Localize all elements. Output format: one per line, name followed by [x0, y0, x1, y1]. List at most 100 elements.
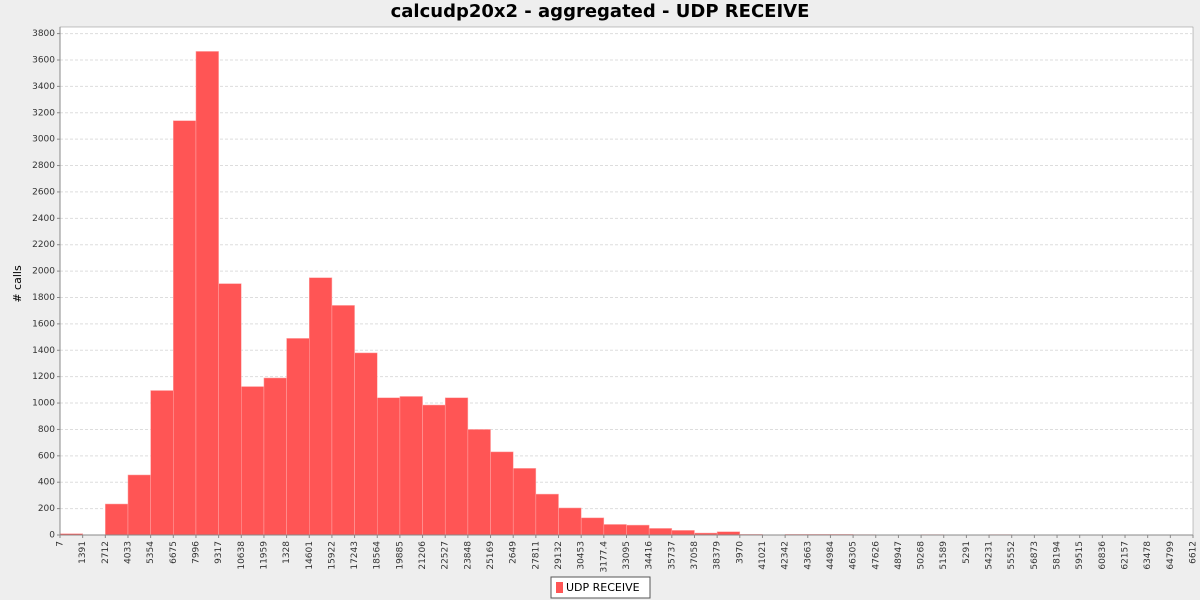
x-tick-label: 6612	[1189, 541, 1199, 564]
x-tick-label: 58194	[1053, 541, 1063, 570]
bar	[490, 451, 514, 536]
y-axis-label: # calls	[11, 265, 24, 303]
x-tick-label: 34416	[645, 541, 655, 570]
y-tick-label: 1600	[32, 319, 55, 329]
bar	[580, 517, 605, 536]
bar	[467, 429, 491, 536]
x-tick-label: 23848	[463, 541, 473, 570]
bar	[173, 120, 197, 536]
x-tick-label: 56873	[1030, 541, 1040, 570]
x-tick-label: 4033	[123, 541, 133, 564]
x-tick-label: 29132	[554, 541, 564, 570]
x-tick-label: 46305	[849, 541, 859, 570]
x-tick-label: 11959	[259, 541, 269, 570]
bar	[558, 507, 582, 536]
bar	[535, 493, 559, 536]
bar	[444, 397, 469, 536]
x-tick-label: 18564	[373, 541, 383, 570]
x-tick-label: 30453	[577, 541, 587, 570]
x-tick-label: 51589	[939, 541, 949, 570]
x-tick-label: 19885	[395, 541, 405, 570]
x-tick-label: 33095	[622, 541, 632, 570]
x-tick-label: 2712	[101, 541, 111, 564]
bar	[195, 51, 219, 536]
y-tick-label: 3800	[32, 29, 55, 39]
x-tick-label: 7	[56, 541, 66, 547]
x-tick-label: 2649	[509, 541, 519, 564]
x-tick-label: 37058	[690, 541, 700, 570]
x-tick-label: 48947	[894, 541, 904, 570]
y-tick-label: 600	[38, 451, 55, 461]
bar	[263, 377, 287, 536]
bar	[399, 396, 423, 536]
y-tick-label: 800	[38, 425, 55, 435]
y-tick-label: 2400	[32, 214, 55, 224]
y-tick-label: 3400	[32, 82, 55, 92]
bar	[331, 305, 355, 536]
x-tick-label: 17243	[350, 541, 360, 570]
y-tick-label: 1200	[32, 372, 55, 382]
y-tick-label: 2000	[32, 267, 55, 277]
bar	[376, 397, 401, 536]
x-tick-label: 41021	[758, 541, 768, 570]
legend-swatch	[556, 582, 563, 593]
y-tick-label: 2200	[32, 240, 55, 250]
y-tick-label: 1800	[32, 293, 55, 303]
x-tick-label: 10638	[237, 541, 247, 570]
x-tick-label: 6675	[169, 541, 179, 564]
x-tick-label: 63478	[1143, 541, 1153, 570]
bar	[671, 530, 695, 536]
bar	[648, 528, 673, 536]
x-tick-label: 14601	[305, 541, 315, 570]
x-tick-label: 42342	[781, 541, 791, 570]
x-tick-label: 59515	[1075, 541, 1085, 570]
x-tick-label: 54231	[985, 541, 995, 570]
y-tick-label: 3200	[32, 108, 55, 118]
x-tick-label: 43663	[803, 541, 813, 570]
y-tick-label: 2800	[32, 161, 55, 171]
bar	[626, 524, 650, 536]
y-tick-label: 0	[49, 531, 55, 541]
x-tick-label: 22527	[441, 541, 451, 570]
bar	[127, 474, 151, 536]
x-tick-label: 21206	[418, 541, 428, 570]
bar	[218, 283, 242, 536]
x-tick-label: 7996	[191, 541, 201, 564]
x-tick-label: 5354	[146, 541, 156, 564]
bar	[309, 277, 333, 536]
x-tick-label: 38379	[713, 541, 723, 570]
x-tick-label: 1328	[282, 541, 292, 564]
y-tick-label: 1000	[32, 399, 55, 409]
legend-label: UDP RECEIVE	[566, 581, 640, 594]
y-tick-label: 1400	[32, 346, 55, 356]
x-tick-label: 3177.4	[599, 541, 609, 573]
bar	[422, 404, 446, 536]
x-tick-label: 15922	[327, 541, 337, 570]
x-tick-label: 62157	[1121, 541, 1131, 570]
x-tick-label: 27811	[531, 541, 541, 570]
x-tick-label: 35737	[667, 541, 677, 570]
bar	[286, 338, 310, 536]
y-tick-label: 3600	[32, 55, 55, 65]
legend	[550, 576, 651, 599]
bar	[241, 386, 265, 536]
x-tick-label: 9317	[214, 541, 224, 564]
x-tick-label: 47626	[871, 541, 881, 570]
bar	[603, 524, 627, 536]
x-tick-label: 25169	[486, 541, 496, 570]
x-tick-label: 60836	[1098, 541, 1108, 570]
x-tick-label: 1391	[78, 541, 88, 564]
x-tick-label: 50268	[917, 541, 927, 570]
x-tick-label: 5291	[962, 541, 972, 564]
chart-title: calcudp20x2 - aggregated - UDP RECEIVE	[391, 1, 810, 22]
x-tick-label: 3970	[735, 541, 745, 564]
x-tick-label: 55552	[1007, 541, 1017, 570]
y-tick-label: 3000	[32, 135, 55, 145]
bar	[150, 390, 174, 536]
x-tick-label: 44984	[826, 541, 836, 570]
x-tick-label: 64799	[1166, 541, 1176, 570]
bar	[105, 503, 129, 536]
y-tick-label: 200	[38, 504, 55, 514]
y-tick-label: 400	[38, 478, 55, 488]
